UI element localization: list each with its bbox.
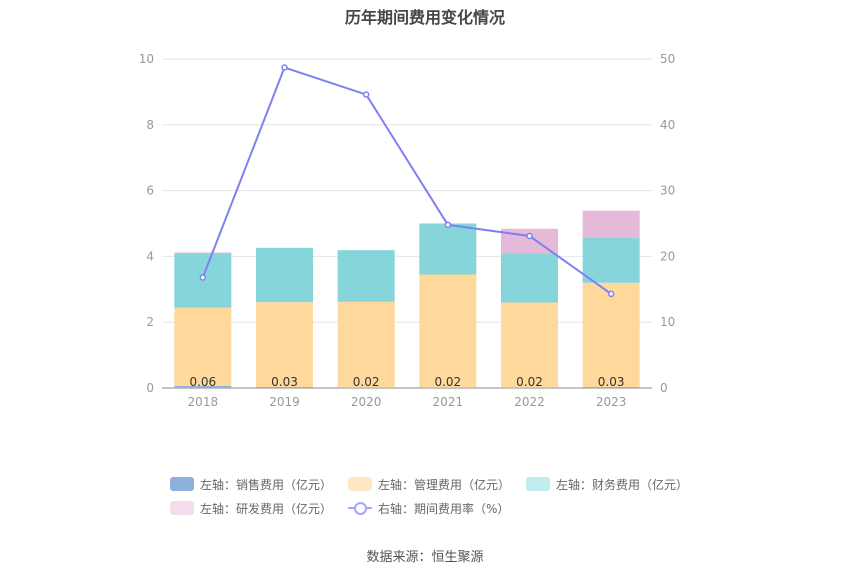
left-tick-label: 0	[146, 381, 154, 395]
legend-swatch-sales	[170, 477, 194, 491]
legend-row-2: 左轴：研发费用（亿元） 右轴：期间费用率（%）	[170, 496, 710, 520]
chart-title: 历年期间费用变化情况	[344, 8, 505, 27]
bar-admin-2023	[582, 282, 640, 388]
chart-plot: 0 2 4 6 8 10 0 10 20 30 40 50 0.06 0.03 0.02 0.02 0.02…	[139, 52, 676, 409]
x-axis-labels: 2018 2019 2020 2021 2022 2023	[188, 395, 627, 409]
data-label-sales-2019: 0.03	[271, 375, 298, 389]
bar-finance-2021	[419, 223, 477, 275]
gridlines	[162, 58, 652, 389]
left-tick-label: 10	[139, 52, 154, 66]
rate-point-2021	[444, 221, 452, 229]
legend-label-rate: 右轴：期间费用率（%）	[378, 501, 510, 516]
bar-admin-2021	[419, 274, 477, 388]
legend-item-rd[interactable]: 左轴：研发费用（亿元）	[170, 500, 332, 517]
x-tick-label: 2021	[433, 395, 464, 409]
rate-point-2018	[199, 274, 207, 281]
data-source: 数据来源：恒生聚源	[366, 550, 484, 565]
legend-label-finance: 左轴：财务费用（亿元）	[556, 477, 689, 492]
legend-label-sales: 左轴：销售费用（亿元）	[200, 477, 333, 492]
rate-point-2022	[526, 232, 533, 240]
bar-finance-2023	[582, 237, 640, 283]
left-tick-label: 6	[146, 184, 154, 198]
legend-swatch-admin	[348, 477, 373, 491]
bar-admin-2019	[256, 302, 313, 388]
data-label-sales-2023: 0.03	[598, 375, 625, 389]
bar-sales-2020	[337, 387, 395, 388]
x-tick-label: 2019	[269, 395, 300, 409]
legend-item-sales[interactable]: 左轴：销售费用（亿元）	[170, 476, 332, 493]
right-tick-label: 50	[660, 52, 675, 66]
data-label-sales-2021: 0.02	[434, 375, 461, 389]
rate-line	[199, 64, 615, 298]
bar-rd-2018	[174, 252, 232, 254]
bar-sales-2018	[174, 386, 232, 388]
legend-label-admin: 左轴：管理费用（亿元）	[378, 477, 511, 492]
bar-finance-2020	[337, 250, 395, 302]
rate-point-2019	[281, 64, 288, 71]
legend-swatch-finance	[526, 477, 551, 491]
legend: 左轴：销售费用（亿元） 左轴：管理费用（亿元） 左轴：财务费用（亿元） 左轴：研…	[170, 472, 710, 520]
bar-admin-2022	[501, 302, 558, 388]
right-tick-label: 0	[660, 381, 668, 395]
data-label-sales-2018: 0.06	[189, 375, 216, 389]
right-tick-label: 10	[660, 315, 675, 329]
bar-rd-2023	[582, 210, 640, 238]
x-tick-label: 2023	[596, 395, 627, 409]
legend-item-admin[interactable]: 左轴：管理费用（亿元）	[348, 476, 510, 493]
legend-label-rd: 左轴：研发费用（亿元）	[200, 501, 333, 516]
bar-labels: 0.06 0.03 0.02 0.02 0.02 0.03	[189, 375, 624, 389]
left-axis-ticks: 0 2 4 6 8 10	[139, 52, 154, 395]
x-tick-label: 2018	[188, 395, 219, 409]
left-tick-label: 8	[146, 118, 154, 132]
rate-point-2020	[362, 91, 370, 98]
bars	[174, 210, 640, 388]
bar-sales-2022	[501, 387, 558, 388]
bar-admin-2020	[337, 301, 395, 388]
legend-row-1: 左轴：销售费用（亿元） 左轴：管理费用（亿元） 左轴：财务费用（亿元）	[170, 472, 710, 496]
x-tick-label: 2020	[351, 395, 382, 409]
right-tick-label: 30	[660, 184, 675, 198]
right-tick-label: 20	[660, 249, 675, 263]
data-label-sales-2020: 0.02	[353, 375, 380, 389]
data-label-sales-2022: 0.02	[516, 375, 543, 389]
bar-sales-2019	[256, 387, 313, 388]
legend-swatch-rd	[170, 501, 194, 515]
bar-finance-2022	[501, 253, 558, 303]
bar-admin-2018	[174, 307, 232, 387]
bar-sales-2021	[419, 387, 477, 388]
legend-item-finance[interactable]: 左轴：财务费用（亿元）	[526, 476, 688, 493]
rate-line-path	[201, 66, 612, 295]
left-tick-label: 2	[146, 315, 154, 329]
bar-finance-2019	[256, 247, 313, 303]
legend-item-rate[interactable]: 右轴：期间费用率（%）	[348, 500, 509, 517]
right-axis-ticks: 0 10 20 30 40 50	[660, 52, 675, 395]
rate-point-2023	[607, 290, 615, 298]
x-tick-label: 2022	[514, 395, 545, 409]
legend-swatch-rate	[348, 501, 373, 515]
bar-sales-2023	[582, 387, 640, 388]
left-tick-label: 4	[146, 249, 154, 263]
right-tick-label: 40	[660, 118, 675, 132]
